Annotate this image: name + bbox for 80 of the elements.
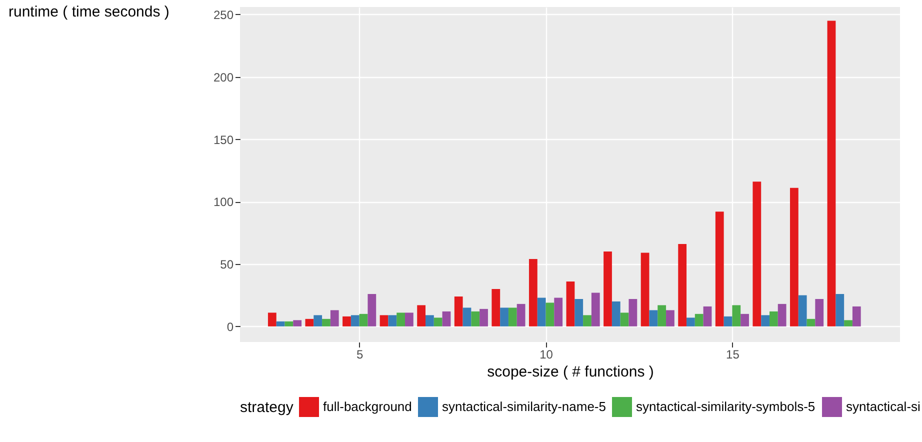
legend-label: syntactical-similarity-symbols-5 — [636, 399, 816, 414]
bar — [359, 314, 368, 326]
bar — [806, 318, 816, 326]
bar — [426, 315, 434, 326]
bar — [396, 312, 405, 326]
x-axis-title: scope-size ( # functions ) — [487, 364, 654, 380]
bar — [405, 312, 414, 326]
bar — [388, 315, 397, 326]
bar — [815, 298, 824, 326]
bar — [546, 302, 554, 326]
bar — [827, 20, 836, 326]
bar — [752, 182, 762, 326]
bar — [442, 311, 451, 326]
bar — [640, 252, 650, 326]
y-tick-label: 100 — [213, 195, 234, 210]
bar — [703, 306, 712, 326]
bar — [500, 308, 508, 326]
bar — [554, 298, 563, 326]
legend-label: syntactical-similarity-name-5 — [442, 399, 606, 414]
y-tick-label: 150 — [213, 132, 234, 147]
bar — [276, 321, 285, 326]
bar — [454, 296, 463, 326]
bar — [368, 294, 376, 326]
bar — [350, 315, 360, 326]
bar — [778, 304, 786, 326]
bar — [678, 244, 687, 326]
bar — [612, 301, 620, 326]
bar — [528, 259, 538, 326]
bar — [604, 252, 612, 326]
bar — [852, 306, 861, 326]
bar — [769, 311, 778, 326]
bar — [694, 314, 704, 326]
bar — [330, 310, 339, 326]
bar — [305, 318, 314, 326]
bar — [480, 308, 488, 326]
bar — [417, 305, 426, 326]
bar — [628, 298, 638, 326]
legend-title: strategy — [240, 399, 294, 416]
bar — [516, 304, 526, 326]
bar — [836, 294, 844, 326]
bar — [844, 320, 852, 326]
y-tick-label: 50 — [220, 258, 234, 272]
y-axis-title: runtime ( time seconds ) — [8, 4, 170, 20]
y-tick-label: 250 — [213, 8, 234, 22]
bar — [380, 315, 388, 326]
x-tick-label: 5 — [356, 348, 364, 362]
x-tick-label: 15 — [726, 348, 740, 362]
bar — [686, 318, 695, 326]
bar — [293, 320, 302, 326]
bar — [649, 310, 658, 326]
bar — [761, 315, 770, 326]
bar — [620, 312, 629, 326]
bar — [591, 292, 600, 326]
bar — [537, 298, 546, 326]
bar — [342, 316, 351, 326]
bar — [508, 308, 517, 326]
bar — [724, 316, 732, 326]
bar — [658, 305, 666, 326]
bar — [471, 311, 480, 326]
y-tick-label: 0 — [226, 320, 234, 334]
bar — [732, 305, 741, 326]
bar — [715, 212, 724, 326]
bar — [566, 281, 575, 326]
x-tick-label: 10 — [540, 348, 554, 362]
bar — [666, 310, 674, 326]
bar — [434, 318, 442, 326]
legend-label: full-background — [323, 399, 412, 414]
y-tick-label: 200 — [213, 70, 234, 84]
legend-label: syntactical-si — [846, 399, 921, 414]
bar — [322, 318, 330, 326]
bar — [798, 295, 807, 326]
bar — [740, 314, 749, 326]
bar — [492, 288, 500, 326]
bar — [268, 312, 276, 326]
bar — [462, 308, 472, 326]
bar — [284, 321, 294, 326]
bar — [314, 315, 322, 326]
bar — [790, 188, 798, 326]
bar — [574, 298, 584, 326]
bar — [583, 315, 592, 326]
